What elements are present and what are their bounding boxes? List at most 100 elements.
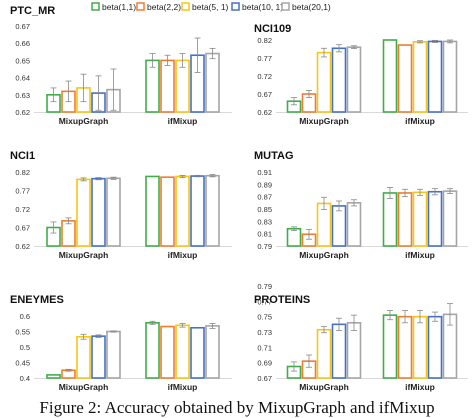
y-tick-label: 0.72 — [257, 72, 272, 81]
bar — [382, 314, 398, 379]
bar — [175, 175, 190, 247]
bar — [76, 335, 91, 379]
y-tick-label: 0.63 — [15, 91, 30, 100]
y-tick-label: 0.82 — [15, 168, 30, 177]
bar — [331, 47, 347, 113]
bar — [76, 178, 91, 247]
bar — [412, 315, 428, 379]
y-tick-label: 0.71 — [257, 343, 272, 352]
bar — [175, 59, 190, 113]
y-tick-label: 0.64 — [15, 74, 30, 83]
bar — [175, 324, 190, 379]
bar — [382, 39, 398, 113]
y-tick-label: 0.79 — [257, 242, 272, 251]
y-tick-label: 0.55 — [15, 328, 30, 337]
y-tick-label: 0.67 — [15, 224, 30, 233]
bar — [145, 175, 160, 247]
y-tick-label: 0.83 — [257, 217, 272, 226]
bar — [91, 177, 106, 247]
legend-label: beta(5, 1) — [192, 2, 229, 12]
y-tick-label: 0.6 — [20, 312, 30, 321]
bar — [442, 40, 458, 113]
y-tick-label: 0.73 — [257, 328, 272, 337]
bar — [205, 174, 220, 247]
x-category-label: MixupGraph — [59, 382, 109, 392]
y-tick-label: 0.82 — [257, 36, 272, 45]
bar — [61, 220, 76, 247]
bar — [331, 323, 347, 379]
legend-swatch — [231, 2, 240, 11]
bar — [205, 325, 220, 379]
bar — [145, 59, 160, 113]
chart-title: MUTAG — [254, 150, 294, 162]
bar — [397, 44, 413, 113]
chart-title: ENEYMES — [10, 294, 64, 306]
y-tick-label: 0.67 — [257, 374, 272, 383]
y-tick-label: 0.87 — [257, 193, 272, 202]
legend-label: beta(1,1) — [102, 2, 136, 12]
legend-swatch — [91, 2, 100, 11]
x-category-label: MixupGraph — [59, 116, 109, 126]
bar — [316, 328, 332, 379]
legend-swatch — [181, 2, 190, 11]
bar — [346, 202, 362, 247]
y-tick-label: 0.45 — [15, 359, 30, 368]
x-category-label: MixupGraph — [299, 116, 349, 126]
y-tick-label: 0.62 — [15, 108, 30, 117]
y-tick-label: 0.79 — [257, 282, 272, 291]
bar — [427, 315, 443, 379]
bar — [346, 321, 362, 379]
y-tick-label: 0.67 — [15, 22, 30, 31]
bar — [160, 59, 175, 113]
bar — [412, 191, 428, 247]
bar — [331, 205, 347, 247]
legend-label: beta(20,1) — [292, 2, 331, 12]
bar — [190, 175, 205, 247]
x-category-label: ifMixup — [405, 250, 435, 260]
bar — [397, 192, 413, 247]
chart-title: NCI109 — [254, 23, 291, 35]
bar — [427, 190, 443, 247]
x-category-label: ifMixup — [405, 382, 435, 392]
y-tick-label: 0.5 — [20, 343, 30, 352]
y-tick-label: 0.72 — [15, 205, 30, 214]
y-tick-label: 0.81 — [257, 230, 272, 239]
y-tick-label: 0.89 — [257, 180, 272, 189]
y-tick-label: 0.77 — [257, 297, 272, 306]
bar — [442, 190, 458, 247]
legend-label: beta(2,2) — [147, 2, 181, 12]
bar — [106, 177, 121, 247]
x-category-label: MixupGraph — [299, 382, 349, 392]
bar — [106, 330, 121, 379]
bar — [286, 227, 302, 247]
bar — [316, 51, 332, 113]
bar — [382, 192, 398, 247]
x-category-label: MixupGraph — [59, 250, 109, 260]
bar — [160, 176, 175, 247]
y-tick-label: 0.65 — [15, 56, 30, 65]
bar — [346, 46, 362, 113]
x-category-label: ifMixup — [405, 116, 435, 126]
y-tick-label: 0.69 — [257, 359, 272, 368]
legend-swatch — [281, 2, 290, 11]
bar — [160, 325, 175, 379]
y-tick-label: 0.67 — [257, 90, 272, 99]
bar — [145, 322, 160, 379]
y-tick-label: 0.77 — [15, 187, 30, 196]
x-category-label: ifMixup — [168, 382, 198, 392]
y-tick-label: 0.77 — [257, 54, 272, 63]
bar — [190, 326, 205, 379]
bar — [412, 40, 428, 113]
x-category-label: ifMixup — [168, 116, 198, 126]
bar — [397, 315, 413, 379]
legend-label: beta(10, 1) — [242, 2, 283, 12]
y-tick-label: 0.91 — [257, 168, 272, 177]
x-category-label: ifMixup — [168, 250, 198, 260]
figure-caption: Figure 2: Accuracy obtained by MixupGrap… — [39, 398, 435, 417]
y-tick-label: 0.85 — [257, 205, 272, 214]
y-tick-label: 0.75 — [257, 313, 272, 322]
chart-title: NCI1 — [10, 150, 35, 162]
bar — [427, 40, 443, 113]
chart-title: PTC_MR — [10, 5, 55, 17]
